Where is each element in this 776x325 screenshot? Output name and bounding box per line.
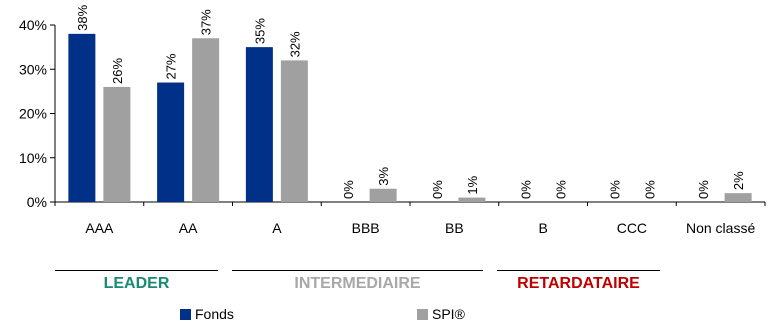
y-tick-label: 10% [19, 150, 47, 166]
y-tick-label: 20% [19, 106, 47, 122]
leader-group-label: LEADER [103, 275, 170, 292]
bar-spi [103, 86, 131, 202]
bar-fonds [245, 47, 273, 202]
data-label: 0% [642, 180, 657, 199]
retardataire-group-label: RETARDATAIRE [517, 275, 640, 292]
legend-spi: SPI® [417, 306, 465, 322]
bar-spi [369, 188, 397, 202]
legend-spi-label: SPI® [432, 306, 465, 322]
x-tick-label: B [538, 220, 547, 236]
data-label: 0% [430, 180, 445, 199]
x-tick-label: BB [445, 220, 464, 236]
x-tick-label: A [272, 220, 282, 236]
bar-spi [458, 197, 486, 202]
data-label: 0% [554, 180, 569, 199]
data-label: 35% [252, 18, 267, 44]
y-tick-label: 40% [19, 17, 47, 33]
bar-spi [280, 60, 308, 203]
data-label: 32% [287, 31, 302, 57]
data-label: 26% [110, 57, 125, 83]
legend-fonds-label: Fonds [195, 306, 234, 322]
data-label: 3% [376, 166, 391, 185]
legend-fonds: Fonds [180, 306, 234, 322]
x-tick-label: AA [179, 220, 198, 236]
data-label: 0% [519, 180, 534, 199]
legend-spi-swatch [417, 308, 428, 320]
data-label: 0% [341, 180, 356, 199]
bar-fonds [68, 33, 96, 202]
x-tick-label: Non classé [686, 220, 755, 236]
bar-fonds [157, 82, 185, 202]
bar-spi [192, 38, 220, 203]
y-tick-label: 0% [27, 194, 47, 210]
data-label: 38% [75, 4, 90, 30]
x-tick-label: CCC [617, 220, 647, 236]
data-label: 0% [696, 180, 711, 199]
retardataire-group-line [497, 270, 660, 271]
bar-spi [724, 193, 752, 202]
data-label: 37% [199, 9, 214, 35]
x-tick-label: BBB [352, 220, 380, 236]
data-label: 2% [731, 171, 746, 190]
data-label: 0% [607, 180, 622, 199]
intermediaire-group-line [232, 270, 483, 271]
data-label: 27% [164, 53, 179, 79]
data-label: 1% [465, 175, 480, 194]
legend-fonds-swatch [180, 308, 191, 320]
intermediaire-group-label: INTERMEDIAIRE [294, 275, 421, 292]
x-tick-label: AAA [85, 220, 114, 236]
leader-group-line [55, 270, 218, 271]
y-tick-label: 30% [19, 61, 47, 77]
